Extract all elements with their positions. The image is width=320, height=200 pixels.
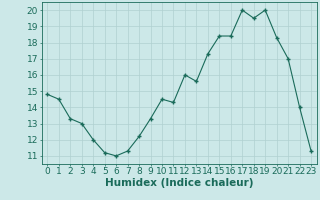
X-axis label: Humidex (Indice chaleur): Humidex (Indice chaleur): [105, 178, 253, 188]
